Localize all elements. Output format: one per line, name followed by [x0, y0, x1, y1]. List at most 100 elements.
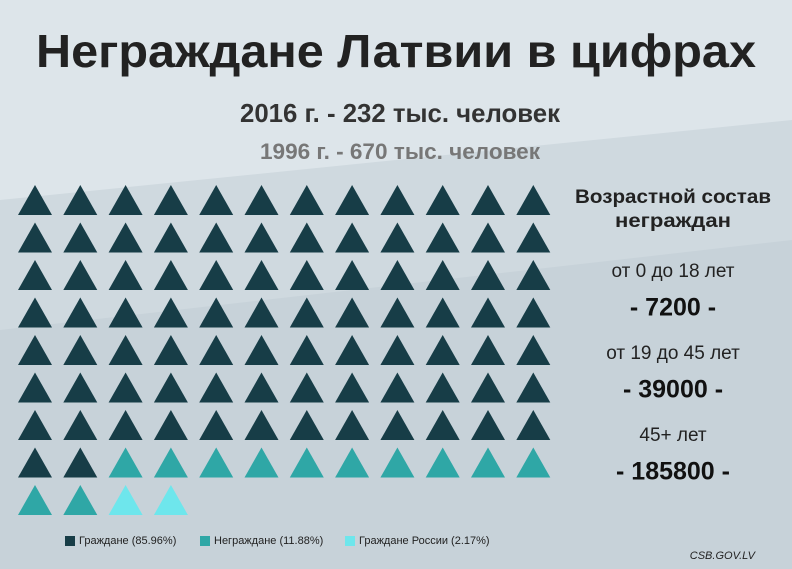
age-group-label: от 19 до 45 лет: [606, 343, 740, 364]
pictogram-icon: [108, 297, 143, 328]
pictogram-icon: [244, 372, 279, 403]
source: CSB.GOV.LV: [690, 550, 757, 562]
pictogram-icon: [153, 335, 188, 365]
pictogram-icon: [471, 372, 505, 403]
pictogram-icon: [244, 447, 279, 478]
pictogram-icon: [199, 185, 234, 215]
pictogram-icon: [289, 335, 324, 365]
pictogram-icon: [335, 372, 370, 403]
pictogram-icon: [425, 372, 460, 403]
pictogram-icon: [153, 297, 188, 328]
pictogram-icon: [335, 447, 370, 478]
pictogram-icon: [18, 410, 52, 440]
pictogram-icon: [471, 185, 505, 215]
pictogram-icon: [425, 335, 460, 365]
pictogram-icon: [425, 410, 460, 440]
pictogram-icon: [153, 222, 188, 253]
pictogram-icon: [380, 185, 415, 215]
legend-swatch: [345, 536, 355, 546]
age-group-label: 45+ лет: [639, 425, 707, 446]
pictogram-icon: [108, 222, 143, 253]
pictogram-icon: [18, 447, 52, 478]
pictogram-icon: [199, 222, 234, 253]
pictogram-icon: [380, 410, 415, 440]
pictogram-icon: [63, 222, 98, 253]
age-group-value: - 39000 -: [623, 376, 723, 404]
panel-title: неграждан: [615, 211, 731, 232]
pictogram-icon: [199, 297, 234, 328]
pictogram-icon: [199, 335, 234, 365]
pictogram-icon: [18, 260, 52, 290]
pictogram-icon: [380, 372, 415, 403]
pictogram-icon: [516, 185, 551, 215]
legend-swatch: [200, 536, 210, 546]
pictogram-icon: [516, 335, 551, 365]
age-group-value: - 7200 -: [630, 294, 716, 322]
pictogram-icon: [153, 485, 188, 515]
pictogram-icon: [244, 297, 279, 328]
pictogram-icon: [471, 260, 505, 290]
legend-label: Неграждане (11.88%): [214, 535, 323, 547]
pictogram-icon: [380, 297, 415, 328]
pictogram-icon: [471, 222, 505, 253]
pictogram-icon: [335, 222, 370, 253]
pictogram-icon: [108, 447, 143, 478]
pictogram-icon: [108, 335, 143, 365]
pictogram-icon: [425, 222, 460, 253]
pictogram-icon: [471, 410, 505, 440]
pictogram-icon: [289, 372, 324, 403]
pictogram-icon: [199, 260, 234, 290]
pictogram-icon: [18, 372, 52, 403]
pictogram-icon: [516, 447, 551, 478]
pictogram-icon: [289, 297, 324, 328]
pictogram-icon: [153, 410, 188, 440]
pictogram-icon: [108, 485, 143, 515]
pictogram-icon: [108, 410, 143, 440]
pictogram-icon: [516, 410, 551, 440]
subtitle: 1996 г. - 670 тыс. человек: [260, 139, 541, 164]
legend-swatch: [65, 536, 75, 546]
pictogram-icon: [63, 410, 98, 440]
pictogram-icon: [63, 260, 98, 290]
pictogram-icon: [471, 297, 505, 328]
pictogram-icon: [63, 297, 98, 328]
pictogram-icon: [244, 185, 279, 215]
pictogram-icon: [335, 297, 370, 328]
pictogram-icon: [425, 185, 460, 215]
pictogram-icon: [18, 485, 52, 515]
pictogram-icon: [425, 260, 460, 290]
pictogram-icon: [153, 185, 188, 215]
legend-label: Граждане (85.96%): [79, 535, 176, 547]
pictogram-icon: [244, 335, 279, 365]
pictogram-icon: [425, 447, 460, 478]
subtitle: 2016 г. - 232 тыс. человек: [240, 98, 561, 128]
pictogram-icon: [108, 372, 143, 403]
pictogram-icon: [289, 185, 324, 215]
pictogram-icon: [516, 372, 551, 403]
age-group-label: от 0 до 18 лет: [611, 261, 734, 282]
pictogram-icon: [244, 410, 279, 440]
pictogram-icon: [335, 260, 370, 290]
pictogram-icon: [153, 260, 188, 290]
background-band: [0, 0, 792, 200]
pictogram-icon: [18, 222, 52, 253]
pictogram-icon: [199, 372, 234, 403]
pictogram-icon: [244, 260, 279, 290]
pictogram-icon: [380, 222, 415, 253]
pictogram-icon: [244, 222, 279, 253]
pictogram-icon: [153, 447, 188, 478]
pictogram-icon: [380, 335, 415, 365]
legend-label: Граждане России (2.17%): [359, 535, 490, 547]
age-group-value: - 185800 -: [616, 458, 730, 486]
pictogram-icon: [471, 335, 505, 365]
pictogram-icon: [63, 335, 98, 365]
pictogram-icon: [516, 260, 551, 290]
pictogram-icon: [63, 372, 98, 403]
pictogram-icon: [108, 260, 143, 290]
pictogram-icon: [18, 297, 52, 328]
pictogram-icon: [199, 447, 234, 478]
pictogram-icon: [335, 335, 370, 365]
pictogram-icon: [471, 447, 505, 478]
